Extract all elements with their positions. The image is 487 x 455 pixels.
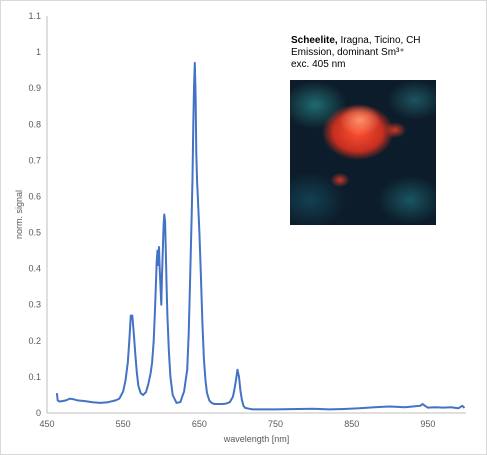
x-tick-label: 750 <box>268 419 283 429</box>
x-axis-title: wavelength [nm] <box>223 434 290 444</box>
axes <box>46 16 466 414</box>
y-tick-label: 1.1 <box>28 11 41 21</box>
sample-caption: Scheelite, Iragna, Ticino, CH Emission, … <box>291 35 461 71</box>
specimen-fluorescence-photo <box>290 80 436 225</box>
y-tick-label: 0.5 <box>28 228 41 238</box>
y-tick-labels: 0 0.1 0.2 0.3 0.4 0.5 0.6 0.7 0.8 0.9 1 1.1 <box>28 11 41 418</box>
y-axis-title: norm. signal <box>14 190 24 239</box>
x-tick-label: 950 <box>420 419 435 429</box>
y-tick-label: 0.8 <box>28 119 41 129</box>
x-tick-label: 850 <box>344 419 359 429</box>
x-tick-label: 550 <box>116 419 131 429</box>
x-tick-label: 650 <box>192 419 207 429</box>
y-tick-label: 0.9 <box>28 83 41 93</box>
y-tick-label: 0.7 <box>28 155 41 165</box>
y-tick-label: 0.1 <box>28 372 41 382</box>
caption-line-1: Scheelite, Iragna, Ticino, CH <box>291 35 461 47</box>
y-tick-label: 0 <box>36 408 41 418</box>
caption-mineral-name: Scheelite, <box>291 35 338 46</box>
y-tick-label: 0.2 <box>28 336 41 346</box>
caption-line-3: exc. 405 nm <box>291 59 346 70</box>
y-tick-label: 0.6 <box>28 191 41 201</box>
emission-series-line <box>55 61 466 411</box>
x-tick-labels: 450 550 650 750 850 950 <box>39 419 435 429</box>
y-tick-label: 0.4 <box>28 264 41 274</box>
x-tick-label: 450 <box>39 419 54 429</box>
y-tick-label: 1 <box>36 47 41 57</box>
y-tick-label: 0.3 <box>28 300 41 310</box>
caption-line-2: Emission, dominant Sm³⁺ <box>291 47 405 58</box>
caption-location: Iragna, Ticino, CH <box>337 35 421 46</box>
